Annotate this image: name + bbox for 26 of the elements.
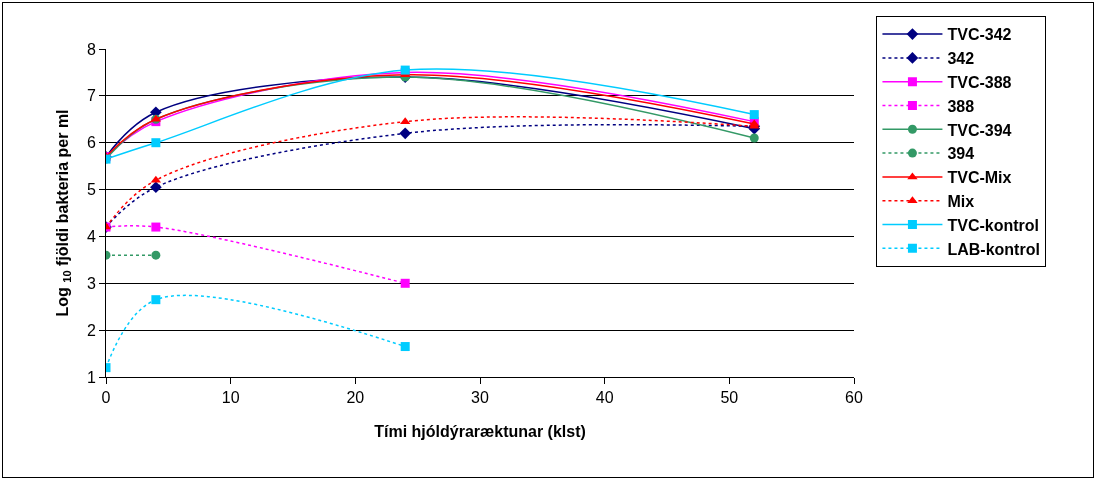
- y-tick-label: 1: [86, 368, 96, 386]
- y-tick-label: 2: [86, 321, 96, 339]
- legend-label: 342: [947, 50, 975, 68]
- x-axis-title: Tími hjóldýraræktunar (klst): [374, 422, 586, 440]
- legend-label: TVC-394: [947, 121, 1012, 139]
- x-tick-label: 0: [101, 389, 111, 407]
- legend-label: 388: [947, 97, 975, 115]
- x-tick-label: 40: [595, 389, 614, 407]
- legend-label: TVC-kontrol: [947, 216, 1039, 234]
- legend-label: TVC-342: [947, 26, 1012, 44]
- y-tick-label: 5: [86, 181, 96, 199]
- legend-label: 394: [947, 145, 975, 163]
- legend-label: TVC-388: [947, 73, 1012, 91]
- y-tick-label: 3: [86, 274, 96, 292]
- x-tick-label: 20: [346, 389, 365, 407]
- y-tick-label: 4: [86, 228, 96, 246]
- y-tick-label: 8: [86, 40, 96, 58]
- legend-label: TVC-Mix: [947, 169, 1012, 187]
- legend-label: Mix: [947, 192, 975, 210]
- x-tick-label: 50: [720, 389, 739, 407]
- x-tick-label: 30: [471, 389, 489, 407]
- x-tick-label: 60: [845, 389, 863, 407]
- legend-label: LAB-kontrol: [947, 240, 1040, 258]
- x-tick-label: 10: [221, 389, 240, 407]
- y-tick-label: 7: [86, 87, 96, 105]
- y-tick-label: 6: [86, 134, 96, 152]
